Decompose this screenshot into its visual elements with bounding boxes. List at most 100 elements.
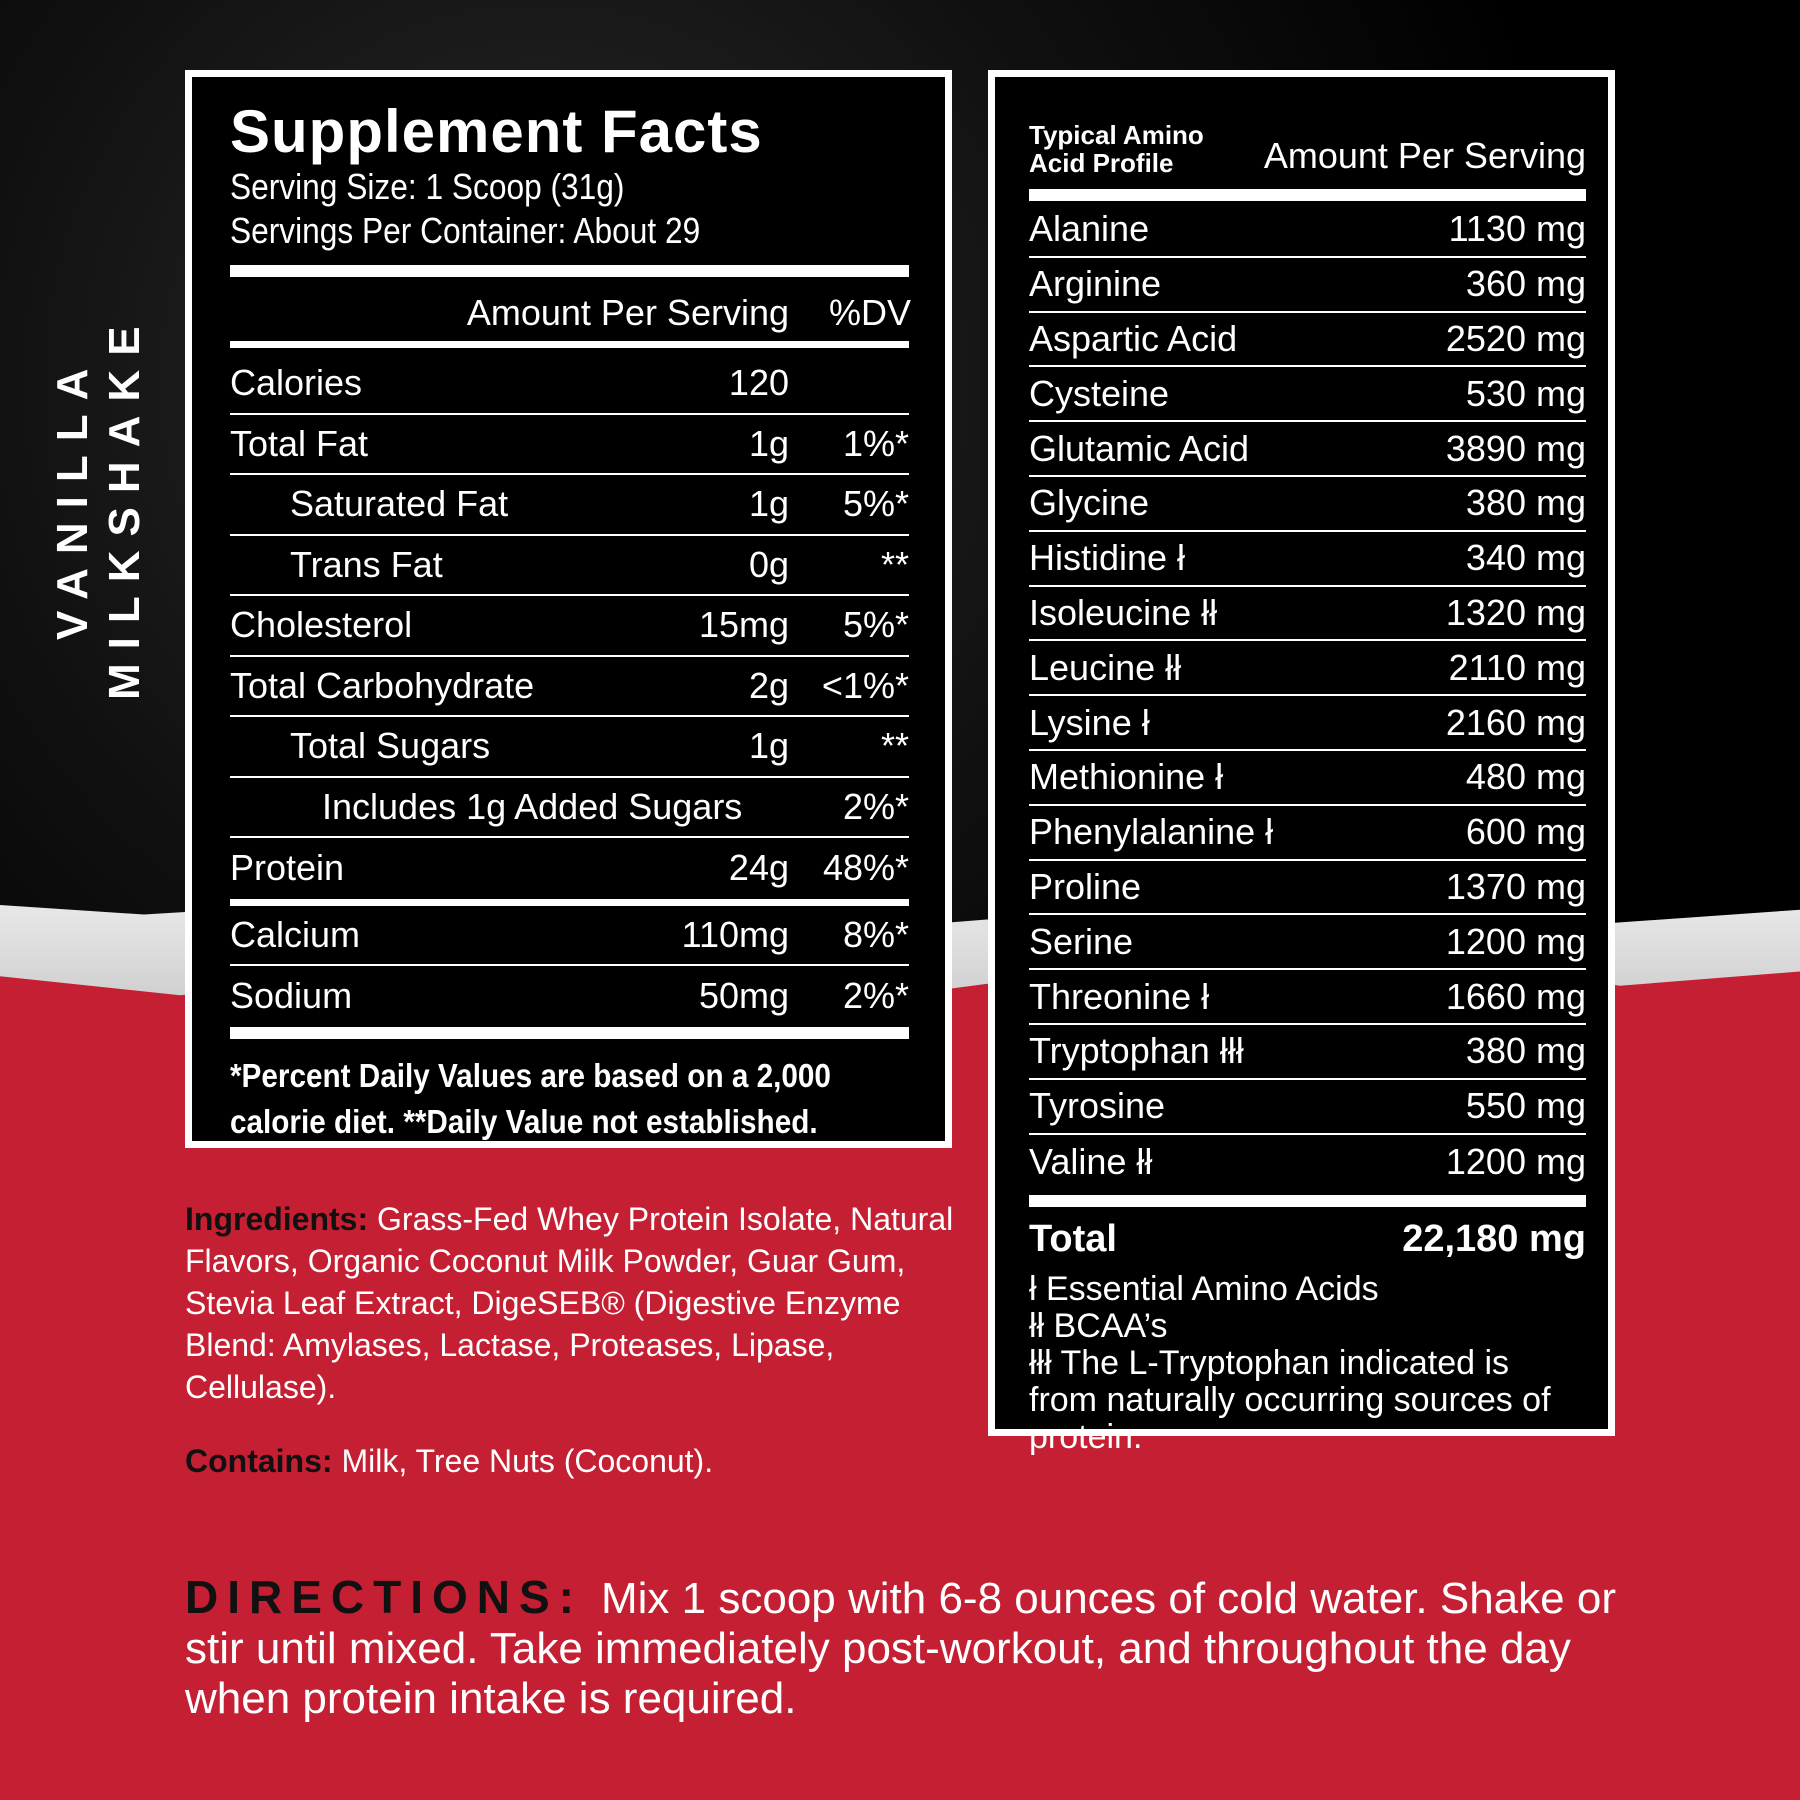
nutrient-dv: 2%* xyxy=(842,785,909,827)
amino-row: Tryptophan łłł 380 mg xyxy=(1029,1025,1586,1080)
amino-row: Tyrosine 550 mg xyxy=(1029,1080,1586,1135)
directions: DIRECTIONS: Mix 1 scoop with 6-8 ounces o… xyxy=(185,1572,1625,1724)
servings-per-container: Servings Per Container: About 29 xyxy=(230,210,701,251)
amino-name: Isoleucine łł xyxy=(1029,591,1218,633)
facts-row: Trans Fat 0g ** xyxy=(230,536,909,596)
amino-name: Glycine xyxy=(1029,482,1150,524)
divider xyxy=(230,265,909,277)
ingredients-text: Grass-Fed Whey Protein Isolate, Natural … xyxy=(185,1201,954,1405)
amino-amount: 380 mg xyxy=(1465,482,1586,524)
amino-amount: 600 mg xyxy=(1465,811,1586,853)
nutrient-amount: 15mg xyxy=(698,604,789,646)
legend-item: łł BCAA’s xyxy=(1029,1307,1168,1346)
divider xyxy=(230,1026,909,1039)
amino-row: Phenylalanine ł 600 mg xyxy=(1029,806,1586,861)
amino-row: Methionine ł 480 mg xyxy=(1029,751,1586,806)
contains-text: Milk, Tree Nuts (Coconut). xyxy=(332,1443,714,1479)
facts-row: Total Sugars 1g ** xyxy=(230,717,909,778)
facts-title: Supplement Facts xyxy=(230,98,763,165)
nutrient-amount: 120 xyxy=(728,362,789,404)
amino-amount: 3890 mg xyxy=(1445,427,1586,469)
nutrient-name: Includes 1g Added Sugars xyxy=(322,785,743,827)
nutrient-name: Total Fat xyxy=(230,422,369,464)
amino-row: Lysine ł 2160 mg xyxy=(1029,696,1586,751)
amino-amount: 530 mg xyxy=(1465,372,1586,414)
amino-row: Histidine ł 340 mg xyxy=(1029,532,1586,587)
contains: Contains: Milk, Tree Nuts (Coconut). xyxy=(185,1443,713,1480)
amino-name: Aspartic Acid xyxy=(1029,317,1238,359)
facts-row: Total Fat 1g 1%* xyxy=(230,415,909,475)
nutrient-amount: 1g xyxy=(748,725,789,767)
nutrient-dv: <1%* xyxy=(821,664,909,706)
footnote: *Percent Daily Values are based on a 2,0… xyxy=(230,1056,831,1094)
col-dv: %DV xyxy=(829,292,912,333)
nutrient-name: Trans Fat xyxy=(290,543,443,585)
ingredients: Ingredients: Grass-Fed Whey Protein Isol… xyxy=(185,1198,965,1408)
flavor-line1: VANILLA xyxy=(48,354,97,640)
nutrient-name: Calories xyxy=(230,362,363,404)
divider xyxy=(1029,1195,1586,1208)
amino-amount: 1200 mg xyxy=(1445,1140,1586,1182)
total-amount: 22,180 mg xyxy=(1402,1217,1586,1260)
facts-row: Calories 120 xyxy=(230,354,909,415)
amino-amount: 2110 mg xyxy=(1448,646,1586,688)
facts-row: Protein 24g 48%* xyxy=(230,838,909,899)
amino-row: Cysteine 530 mg xyxy=(1029,367,1586,423)
amino-row: Glutamic Acid 3890 mg xyxy=(1029,422,1586,477)
nutrient-dv: 5%* xyxy=(842,604,909,646)
facts-row: Sodium 50mg 2%* xyxy=(230,966,909,1027)
directions-label: DIRECTIONS: xyxy=(185,1571,583,1623)
amino-row: Serine 1200 mg xyxy=(1029,915,1586,971)
amino-amount: 380 mg xyxy=(1465,1030,1586,1072)
nutrient-dv: 2%* xyxy=(842,975,909,1017)
divider xyxy=(230,341,909,348)
amino-amount: 1200 mg xyxy=(1445,920,1586,962)
amino-amount: 1320 mg xyxy=(1445,591,1586,633)
amino-row: Valine łł 1200 mg xyxy=(1029,1135,1586,1190)
amino-title: Typical Amino xyxy=(1029,120,1204,150)
amino-name: Serine xyxy=(1029,920,1134,962)
amino-amount: 2520 mg xyxy=(1445,317,1586,359)
facts-row: Total Carbohydrate 2g <1%* xyxy=(230,657,909,717)
facts-row: Cholesterol 15mg 5%* xyxy=(230,596,909,657)
contains-label: Contains: xyxy=(185,1443,333,1479)
nutrient-dv: ** xyxy=(880,543,909,585)
nutrient-amount: 110mg xyxy=(681,913,789,955)
amino-name: Methionine ł xyxy=(1029,756,1224,798)
facts-row: Saturated Fat 1g 5%* xyxy=(230,475,909,536)
nutrient-amount: 50mg xyxy=(698,975,789,1017)
amino-row: Alanine 1130 mg xyxy=(1029,203,1586,258)
amino-name: Cysteine xyxy=(1029,372,1170,414)
amino-row: Arginine 360 mg xyxy=(1029,258,1586,313)
legend-item: ł Essential Amino Acids xyxy=(1029,1270,1379,1309)
amino-name: Alanine xyxy=(1029,208,1150,250)
amino-amount: 550 mg xyxy=(1465,1085,1586,1127)
amino-amount: 340 mg xyxy=(1465,537,1586,579)
amino-amount: 1130 mg xyxy=(1448,208,1586,250)
amino-name: Tryptophan łłł xyxy=(1029,1030,1244,1072)
amino-name: Threonine ł xyxy=(1029,975,1210,1017)
amino-name: Proline xyxy=(1029,865,1142,907)
nutrient-amount: 1g xyxy=(748,483,789,525)
nutrient-amount: 2g xyxy=(748,664,789,706)
amino-col-amount: Amount Per Serving xyxy=(1263,135,1586,176)
nutrient-dv: 8%* xyxy=(842,913,909,955)
flavor-line2: MILKSHAKE xyxy=(100,312,149,700)
serving-size: Serving Size: 1 Scoop (31g) xyxy=(230,166,625,207)
facts-row: Includes 1g Added Sugars 2%* xyxy=(230,778,909,838)
amino-amount: 480 mg xyxy=(1465,756,1586,798)
amino-name: Histidine ł xyxy=(1029,537,1186,579)
amino-name: Glutamic Acid xyxy=(1029,427,1250,469)
amino-row: Aspartic Acid 2520 mg xyxy=(1029,313,1586,368)
amino-amount: 2160 mg xyxy=(1445,701,1586,743)
amino-row: Glycine 380 mg xyxy=(1029,477,1586,532)
nutrient-amount: 0g xyxy=(748,543,789,585)
legend-item: łłł The L-Tryptophan indicated is from n… xyxy=(1029,1344,1551,1457)
amino-title: Acid Profile xyxy=(1029,148,1174,178)
nutrient-dv: 48%* xyxy=(822,847,909,889)
col-amount: Amount Per Serving xyxy=(466,292,789,333)
amino-row: Threonine ł 1660 mg xyxy=(1029,970,1586,1025)
amino-row: Leucine łł 2110 mg xyxy=(1029,641,1586,697)
amino-name: Leucine łł xyxy=(1029,646,1182,688)
facts-header: Amount Per Serving %DV xyxy=(230,285,912,341)
